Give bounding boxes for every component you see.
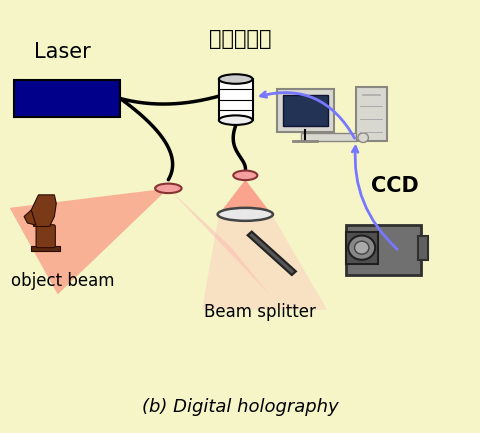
Text: CCD: CCD [370, 176, 418, 196]
Circle shape [348, 236, 374, 260]
Polygon shape [202, 214, 326, 310]
FancyBboxPatch shape [355, 87, 386, 141]
Ellipse shape [217, 208, 273, 221]
FancyBboxPatch shape [282, 95, 327, 126]
Polygon shape [24, 210, 36, 225]
Polygon shape [168, 188, 269, 294]
FancyBboxPatch shape [300, 133, 355, 141]
FancyBboxPatch shape [14, 80, 120, 117]
Text: 相位调整器: 相位调整器 [209, 29, 271, 49]
Polygon shape [10, 188, 168, 294]
FancyBboxPatch shape [31, 246, 60, 251]
FancyBboxPatch shape [346, 225, 420, 275]
FancyBboxPatch shape [218, 79, 252, 120]
FancyBboxPatch shape [36, 225, 55, 248]
FancyBboxPatch shape [346, 232, 377, 264]
Ellipse shape [218, 115, 252, 125]
Text: Beam splitter: Beam splitter [204, 303, 315, 321]
Text: object beam: object beam [11, 272, 114, 291]
Ellipse shape [218, 74, 252, 84]
Text: (b) Digital holography: (b) Digital holography [142, 398, 338, 416]
FancyBboxPatch shape [276, 89, 334, 132]
Ellipse shape [233, 171, 257, 180]
Text: Laser: Laser [34, 42, 91, 62]
FancyBboxPatch shape [418, 236, 427, 260]
Circle shape [354, 241, 368, 254]
Polygon shape [247, 232, 295, 275]
Ellipse shape [155, 184, 181, 193]
Polygon shape [218, 180, 271, 214]
Polygon shape [31, 195, 56, 226]
Circle shape [357, 133, 368, 142]
